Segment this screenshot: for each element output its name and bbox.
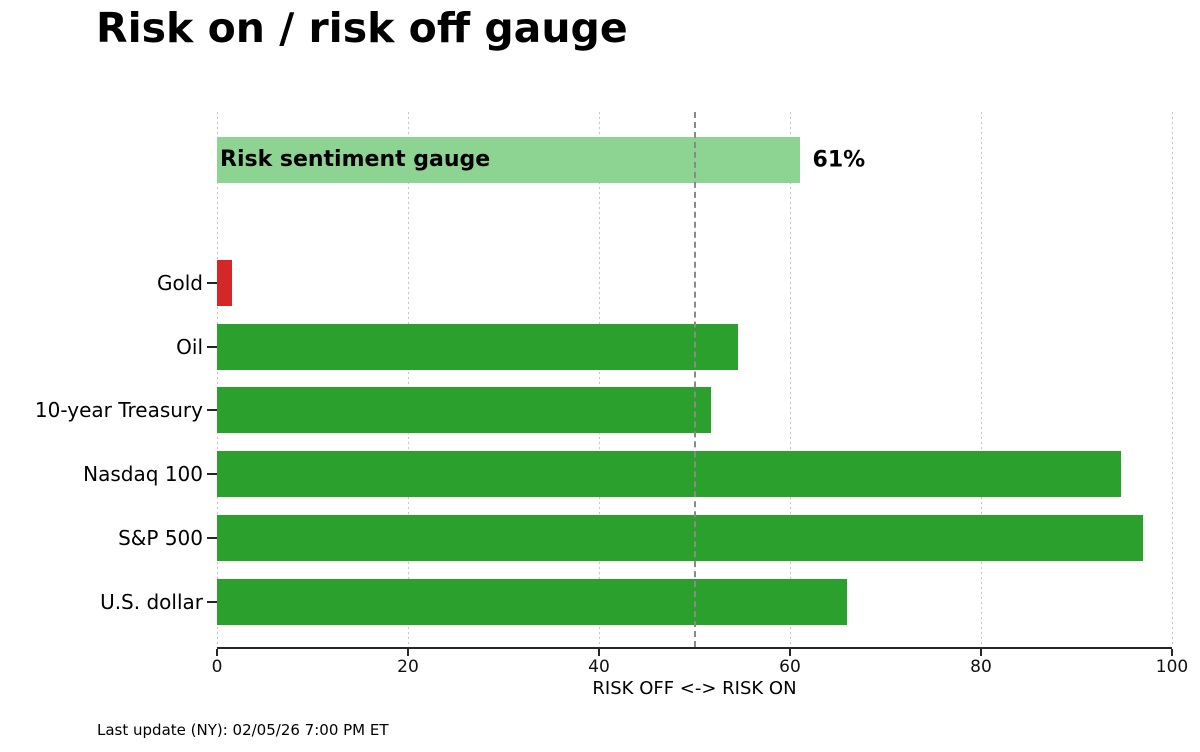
x-axis-tick-label-0: 0	[211, 657, 223, 677]
last-update-text: Last update (NY): 02/05/26 7:00 PM ET	[97, 721, 389, 739]
gauge-value-label: 61%	[812, 147, 866, 172]
x-axis-tick-label-100: 100	[1155, 657, 1189, 677]
x-axis-label: RISK OFF <-> RISK ON	[592, 678, 797, 699]
gridline-20	[408, 112, 409, 647]
category-label-u-s-dollar: U.S. dollar	[100, 589, 203, 614]
gridline-80	[981, 112, 982, 647]
y-axis-tick-10-year-treasury	[207, 409, 217, 412]
x-axis-tick-0	[216, 649, 218, 656]
risk-threshold-line	[693, 112, 696, 647]
bar-oil	[217, 323, 739, 370]
bar-10-year-treasury	[217, 387, 711, 434]
y-axis-tick-oil	[207, 345, 217, 348]
y-axis-tick-gold	[207, 282, 217, 284]
gridline-60	[790, 112, 791, 647]
y-axis-tick-nasdaq-100	[207, 473, 217, 476]
x-axis-tick-60	[789, 649, 791, 656]
y-axis-tick-u-s-dollar	[207, 600, 217, 603]
category-label-gold: Gold	[157, 271, 203, 295]
bar-u-s-dollar	[217, 578, 848, 625]
bar-gold	[217, 260, 233, 306]
category-label-10-year-treasury: 10-year Treasury	[34, 398, 203, 423]
x-axis-tick-20	[407, 649, 409, 656]
x-axis-tick-100	[1171, 649, 1173, 656]
gridline-100	[1172, 112, 1173, 647]
x-axis-tick-label-60: 60	[779, 657, 801, 677]
category-label-nasdaq-100: Nasdaq 100	[83, 462, 203, 487]
category-label-oil: Oil	[176, 334, 203, 359]
x-axis-tick-label-40: 40	[588, 657, 610, 677]
y-axis-tick-s-p-500	[207, 536, 217, 539]
gridline-0	[217, 112, 218, 647]
x-axis-tick-label-80: 80	[970, 657, 992, 677]
x-axis-tick-80	[980, 649, 982, 656]
bar-s-p-500	[217, 514, 1144, 561]
bar-nasdaq-100	[217, 451, 1122, 498]
gridline-40	[599, 112, 600, 647]
gauge-bar-label: Risk sentiment gauge	[220, 146, 491, 172]
category-label-s-p-500: S&P 500	[118, 525, 203, 550]
x-axis-tick-label-20: 20	[397, 657, 419, 677]
x-axis-tick-40	[598, 649, 600, 656]
x-axis-line	[217, 647, 1172, 649]
risk-sentiment-gauge-bar: Risk sentiment gauge	[217, 136, 800, 183]
plot-area: 0 20 40 60 80 100 Risk sentiment gauge 61% Gold O…	[35, 112, 1188, 677]
chart-title: Risk on / risk off gauge	[96, 4, 628, 52]
